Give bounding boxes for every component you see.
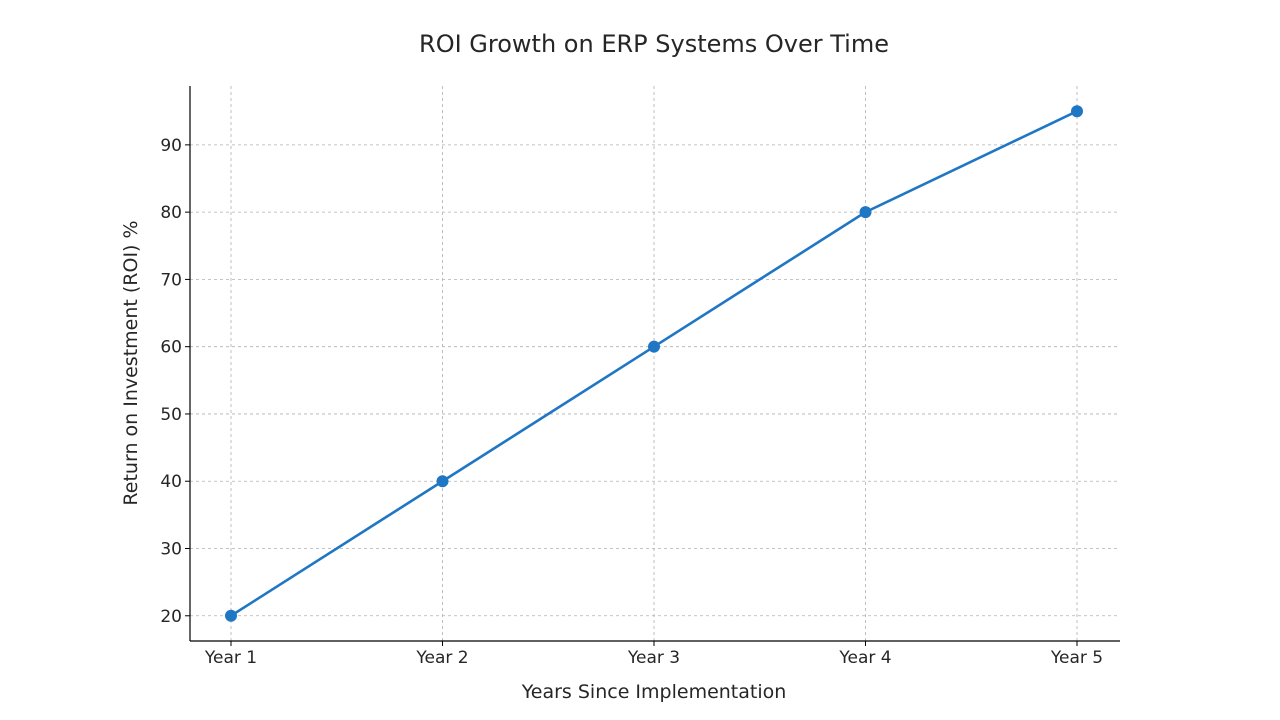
data-point (648, 340, 660, 353)
axes-layer (189, 86, 1120, 642)
y-axis-label: Return on Investment (ROI) % (120, 220, 142, 505)
x-tick-label: Year 3 (627, 648, 680, 668)
x-axis-label: Years Since Implementation (521, 681, 787, 703)
x-tick-label: Year 1 (204, 648, 257, 668)
grid-layer (190, 86, 1120, 641)
data-point (225, 609, 237, 622)
series-layer (225, 105, 1083, 622)
y-tick-label: 20 (160, 607, 182, 627)
data-point (859, 206, 872, 219)
x-tick-label: Year 2 (415, 648, 468, 668)
y-tick-label: 80 (160, 203, 182, 223)
data-point (1071, 105, 1083, 118)
y-tick-label: 40 (160, 472, 182, 492)
y-tick-label: 30 (160, 540, 182, 560)
ticks-layer: Year 1 Year 2 Year 3 Year 4 Year 5 20 30 40 50 60… (160, 136, 1103, 668)
data-point (436, 475, 449, 488)
chart-title: ROI Growth on ERP Systems Over Time (419, 30, 889, 58)
y-tick-label: 90 (160, 136, 182, 156)
x-tick-label: Year 5 (1050, 648, 1103, 668)
x-tick-label: Year 4 (838, 648, 891, 668)
y-tick-label: 70 (160, 270, 182, 290)
y-tick-label: 60 (160, 338, 182, 358)
y-tick-label: 50 (160, 405, 182, 425)
